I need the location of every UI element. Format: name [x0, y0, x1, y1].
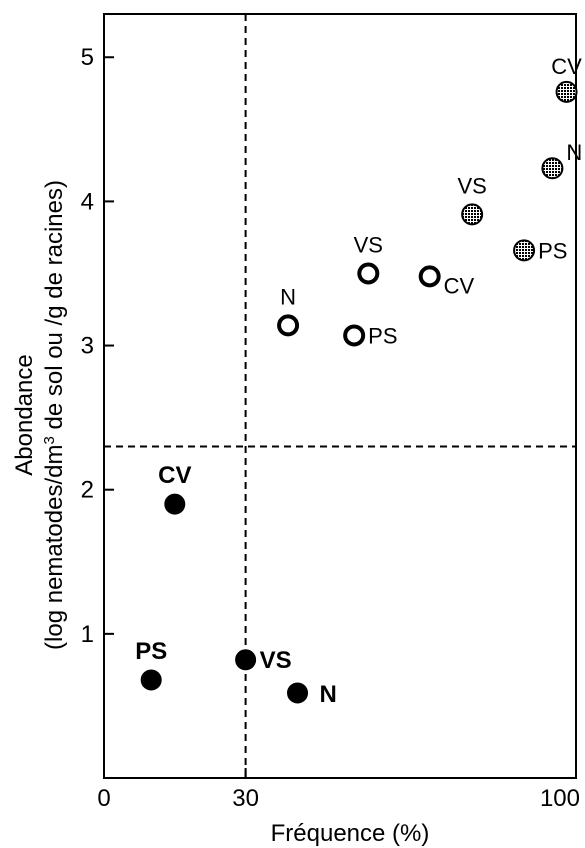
y-tick-label: 3	[81, 333, 94, 360]
data-point-label: VS	[457, 173, 486, 198]
x-tick-label: 0	[97, 785, 110, 812]
x-axis-title: Fréquence (%)	[271, 820, 430, 847]
data-point-label: N	[566, 140, 582, 165]
y-tick-label: 4	[81, 188, 94, 215]
data-point-filled	[140, 669, 162, 691]
data-point-label: PS	[135, 638, 167, 665]
data-point-label: CV	[158, 462, 191, 489]
data-point-label: N	[320, 681, 337, 708]
y-tick-label: 5	[81, 44, 94, 71]
data-point-label: PS	[368, 323, 397, 348]
x-tick-label: 30	[232, 785, 259, 812]
y-axis-title-line2: (log nematodes/dm3 de sol ou /g de racin…	[41, 180, 69, 650]
data-point-hollow	[277, 314, 300, 337]
data-point-label: VS	[354, 232, 383, 257]
data-point-filled	[287, 682, 309, 704]
y-tick-label: 2	[81, 477, 94, 504]
data-point-label: CV	[551, 54, 582, 79]
data-point-hollow	[418, 265, 441, 288]
y-axis-title-line1: Abondance	[11, 354, 38, 475]
data-point-hollow	[357, 262, 380, 285]
data-point-label: CV	[444, 273, 475, 298]
x-tick-label: 100	[540, 785, 580, 812]
data-point-label: PS	[538, 238, 567, 263]
data-point-hollow	[343, 324, 366, 347]
data-point-hatched	[541, 157, 564, 180]
data-point-label: N	[280, 284, 296, 309]
data-point-filled	[164, 493, 186, 515]
data-point-hatched	[555, 80, 578, 103]
plot-frame	[103, 13, 577, 779]
data-point-filled	[235, 649, 257, 671]
y-tick-label: 1	[81, 621, 94, 648]
data-point-label: VS	[260, 647, 292, 674]
data-point-hatched	[513, 239, 536, 262]
data-point-hatched	[461, 203, 484, 226]
